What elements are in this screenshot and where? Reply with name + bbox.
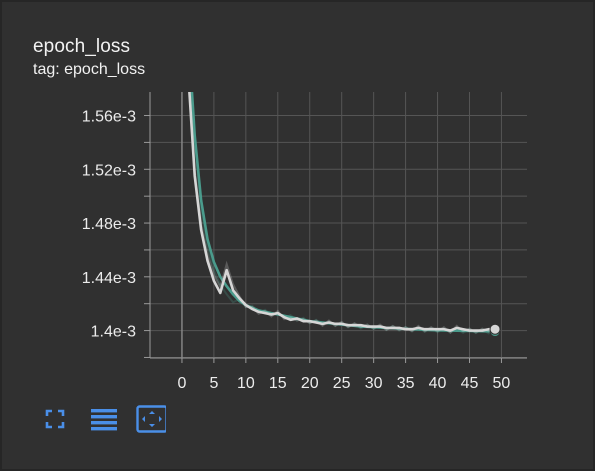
x-tick-label: 10 (237, 375, 255, 392)
x-tick-label: 0 (177, 375, 186, 392)
y-tick-label: 1.52e-3 (82, 162, 136, 179)
series-endpoint-1 (489, 323, 501, 335)
x-tick-label: 20 (301, 375, 319, 392)
fullscreen-button[interactable] (40, 404, 70, 434)
y-tick-label: 1.56e-3 (82, 109, 136, 126)
x-tick-label: 25 (333, 375, 351, 392)
x-tick-label: 35 (397, 375, 415, 392)
chart-subtitle: tag: epoch_loss (33, 61, 146, 78)
x-tick-label: 5 (209, 375, 218, 392)
fit-domain-button[interactable] (136, 404, 166, 434)
x-tick-label: 45 (461, 375, 479, 392)
y-tick-label: 1.44e-3 (82, 270, 136, 287)
x-tick-label: 30 (365, 375, 383, 392)
chart-title: epoch_loss (33, 36, 131, 57)
y-tick-label: 1.4e-3 (91, 324, 136, 341)
x-tick-label: 40 (429, 375, 447, 392)
x-tick-label: 50 (493, 375, 511, 392)
fullscreen-icon (45, 409, 65, 429)
toggle-log-scale-button[interactable] (89, 404, 119, 434)
y-tick-label: 1.48e-3 (82, 216, 136, 233)
x-tick-label: 15 (269, 375, 287, 392)
series-line-1 (188, 92, 496, 332)
series-layer (188, 92, 501, 338)
chart-axes (144, 92, 527, 363)
fit-domain-icon (136, 405, 166, 433)
toggle-log-scale-icon (91, 409, 117, 431)
tick-labels: 0 5 10 15 20 25 30 35 40 45 50 1.4e-3 1.44e-3 1.48e-3… (82, 109, 511, 392)
chart-grid (150, 92, 527, 358)
